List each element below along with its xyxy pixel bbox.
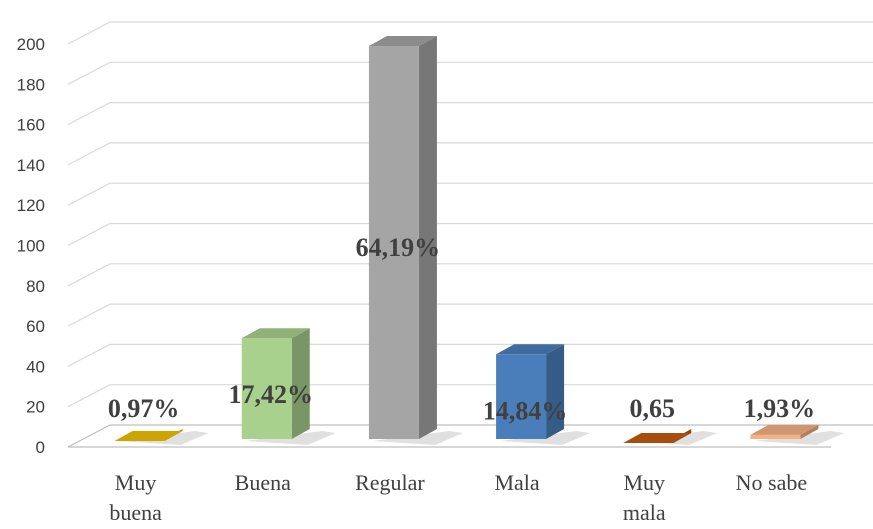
bars — [114, 36, 845, 445]
y-tick-label: 200 — [17, 35, 45, 54]
data-label: 1,93% — [744, 394, 816, 423]
category-label: Buena — [235, 470, 291, 495]
gridline — [67, 61, 873, 85]
bar-front — [750, 434, 801, 439]
data-label: 0,65 — [630, 394, 676, 423]
bar-top — [241, 328, 310, 339]
data-labels: 0,97% 17,42% 64,19% 14,84% 0,65 1,93% — [108, 233, 815, 425]
bar — [114, 429, 209, 445]
bar-top — [623, 432, 692, 443]
floor-line — [67, 424, 873, 448]
y-tick-label: 120 — [17, 196, 45, 215]
bar-top — [114, 430, 183, 441]
bar-front — [368, 46, 419, 439]
bar-side — [418, 36, 437, 439]
y-tick-label: 80 — [26, 277, 45, 296]
category-label: Mala — [494, 470, 539, 495]
y-tick-label: 160 — [17, 116, 45, 135]
gridline — [67, 343, 873, 367]
gridline — [67, 21, 873, 45]
bar-front — [241, 338, 292, 439]
bar — [623, 429, 718, 445]
category-label: mala — [623, 500, 666, 525]
gridline — [67, 263, 873, 287]
bar — [496, 344, 591, 445]
category-label: Muy — [115, 470, 157, 495]
y-tick-label: 40 — [26, 357, 45, 376]
category-label: No sabe — [736, 470, 807, 495]
bar — [368, 36, 463, 445]
y-tick-label: 140 — [17, 156, 45, 175]
y-tick-label: 0 — [36, 438, 45, 457]
bar-top — [750, 424, 819, 435]
bar-top — [496, 344, 565, 355]
y-tick-label: 20 — [26, 398, 45, 417]
y-tick-label: 100 — [17, 237, 45, 256]
gridline — [67, 303, 873, 327]
gridline — [67, 384, 873, 408]
category-label: buena — [109, 500, 162, 525]
bar-side — [546, 344, 565, 439]
gridlines — [67, 21, 873, 448]
category-label: Regular — [355, 470, 425, 495]
bar-side — [291, 328, 310, 439]
category-label: Muy — [623, 470, 665, 495]
bar — [241, 328, 336, 445]
bar — [750, 424, 845, 445]
x-axis-categories: Muy buena Buena Regular Mala Muy mala No sabe — [109, 470, 807, 525]
y-tick-label: 60 — [26, 317, 45, 336]
bar-side — [800, 424, 819, 439]
gridline — [67, 142, 873, 166]
data-label: 0,97% — [108, 394, 180, 423]
gridline — [67, 182, 873, 206]
data-label: 14,84% — [483, 396, 568, 425]
data-label: 17,42% — [229, 380, 314, 409]
bar-front — [496, 354, 547, 439]
gridline — [67, 222, 873, 247]
y-tick-label: 180 — [17, 75, 45, 94]
gridline — [67, 102, 873, 126]
bar-top — [368, 36, 437, 47]
data-label: 64,19% — [356, 233, 441, 262]
y-axis-ticks: 0 20 40 60 80 100 120 140 160 180 200 — [17, 35, 45, 457]
